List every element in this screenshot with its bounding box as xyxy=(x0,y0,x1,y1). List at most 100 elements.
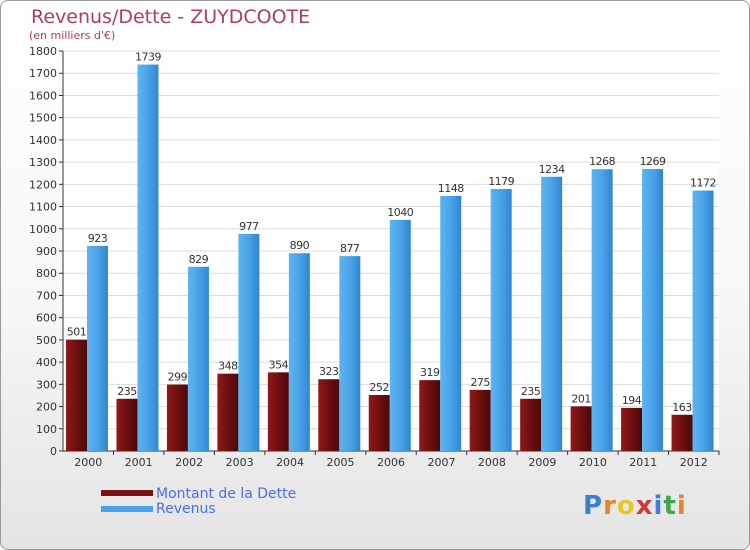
y-tick-label-1400: 1400 xyxy=(29,134,57,147)
y-tick-label-300: 300 xyxy=(36,378,57,391)
y-tick-label-1700: 1700 xyxy=(29,67,57,80)
bar-revenus-2010 xyxy=(591,169,613,451)
logo-letter-0: P xyxy=(583,491,604,521)
y-tick-label-1500: 1500 xyxy=(29,112,57,125)
chart-subtitle: (en milliers d'€) xyxy=(29,29,116,42)
label-dette-2004: 354 xyxy=(269,358,289,371)
legend-swatch-revenus xyxy=(101,506,153,512)
legend-swatch-dette xyxy=(101,490,153,496)
y-tick-label-600: 600 xyxy=(36,312,57,325)
y-tick-label-700: 700 xyxy=(36,289,57,302)
y-tick-label-1000: 1000 xyxy=(29,223,57,236)
label-revenus-2010: 1268 xyxy=(589,155,615,168)
label-revenus-2006: 1040 xyxy=(387,206,413,219)
label-dette-2006: 252 xyxy=(370,381,390,394)
bar-revenus-2011 xyxy=(642,169,664,451)
label-revenus-2009: 1234 xyxy=(539,163,565,176)
y-tick-label-900: 900 xyxy=(36,245,57,258)
label-dette-2010: 201 xyxy=(571,392,591,405)
y-tick-label-500: 500 xyxy=(36,334,57,347)
label-dette-2007: 319 xyxy=(420,366,440,379)
x-tick-label-2003: 2003 xyxy=(226,456,254,469)
label-revenus-2007: 1148 xyxy=(438,182,464,195)
proxiti-logo: Proxiti xyxy=(583,491,687,521)
y-tick-label-800: 800 xyxy=(36,267,57,280)
bar-dette-2003 xyxy=(217,373,239,451)
bar-dette-2008 xyxy=(469,389,491,451)
label-dette-2008: 275 xyxy=(470,376,490,389)
bar-revenus-2004 xyxy=(288,253,310,451)
logo-letter-2: o xyxy=(616,491,636,521)
y-tick-label-1800: 1800 xyxy=(29,45,57,58)
bar-revenus-2000 xyxy=(87,245,108,451)
y-tick-label-1100: 1100 xyxy=(29,201,57,214)
label-dette-2000: 501 xyxy=(67,326,87,339)
label-dette-2005: 323 xyxy=(319,365,339,378)
x-tick-label-2001: 2001 xyxy=(125,456,153,469)
label-dette-2001: 235 xyxy=(117,385,137,398)
logo-letter-6: i xyxy=(676,491,687,521)
label-dette-2011: 194 xyxy=(622,394,642,407)
bar-revenus-2012 xyxy=(692,190,714,452)
bar-revenus-2007 xyxy=(440,195,462,451)
x-tick-label-2007: 2007 xyxy=(427,456,455,469)
y-tick-label-200: 200 xyxy=(36,401,57,414)
legend-label-revenus: Revenus xyxy=(156,501,216,517)
bar-dette-2005 xyxy=(318,379,340,451)
x-tick-label-2009: 2009 xyxy=(528,456,556,469)
y-tick-label-100: 100 xyxy=(36,423,57,436)
y-tick-label-400: 400 xyxy=(36,356,57,369)
bar-revenus-2005 xyxy=(339,256,361,451)
bar-revenus-2006 xyxy=(389,219,411,451)
bar-dette-2006 xyxy=(368,395,390,451)
bar-dette-2010 xyxy=(570,406,592,451)
chart-title: Revenus/Dette - ZUYDCOOTE xyxy=(31,6,311,28)
x-tick-label-2005: 2005 xyxy=(327,456,355,469)
label-revenus-2001: 1739 xyxy=(135,51,161,64)
y-tick-label-0: 0 xyxy=(50,445,57,458)
label-dette-2002: 299 xyxy=(168,371,188,384)
bar-dette-2011 xyxy=(621,407,643,451)
bar-dette-2001 xyxy=(116,398,138,451)
x-tick-label-2002: 2002 xyxy=(175,456,203,469)
bar-revenus-2008 xyxy=(490,189,512,451)
bar-revenus-2002 xyxy=(187,266,209,451)
bar-dette-2007 xyxy=(419,380,441,451)
logo-letter-3: x xyxy=(635,491,654,521)
bar-revenus-2001 xyxy=(137,64,159,452)
label-dette-2012: 163 xyxy=(672,401,692,414)
bar-revenus-2003 xyxy=(238,233,260,451)
x-tick-label-2000: 2000 xyxy=(74,456,102,469)
x-tick-label-2008: 2008 xyxy=(478,456,506,469)
label-revenus-2000: 923 xyxy=(88,232,108,245)
logo-letter-5: t xyxy=(663,491,677,521)
bar-dette-2004 xyxy=(267,372,289,451)
x-tick-label-2010: 2010 xyxy=(579,456,607,469)
label-dette-2009: 235 xyxy=(521,385,541,398)
bar-dette-2000 xyxy=(66,339,87,451)
x-tick-label-2004: 2004 xyxy=(276,456,304,469)
y-tick-label-1200: 1200 xyxy=(29,178,57,191)
x-tick-label-2006: 2006 xyxy=(377,456,405,469)
y-tick-label-1600: 1600 xyxy=(29,89,57,102)
bar-dette-2002 xyxy=(166,384,188,451)
bar-revenus-2009 xyxy=(541,176,563,451)
label-revenus-2004: 890 xyxy=(290,239,310,252)
bar-dette-2009 xyxy=(520,398,542,451)
x-tick-label-2011: 2011 xyxy=(629,456,657,469)
x-tick-label-2012: 2012 xyxy=(680,456,708,469)
label-dette-2003: 348 xyxy=(218,360,238,373)
label-revenus-2003: 977 xyxy=(239,220,259,233)
y-tick-label-1300: 1300 xyxy=(29,156,57,169)
logo-letter-1: r xyxy=(603,491,617,521)
label-revenus-2002: 829 xyxy=(189,253,209,266)
label-revenus-2005: 877 xyxy=(340,242,360,255)
bar-dette-2012 xyxy=(671,414,693,451)
label-revenus-2008: 1179 xyxy=(488,175,514,188)
legend-label-dette: Montant de la Dette xyxy=(156,486,297,502)
label-revenus-2012: 1172 xyxy=(690,177,716,190)
logo-letter-4: i xyxy=(653,491,664,521)
label-revenus-2011: 1269 xyxy=(640,155,666,168)
